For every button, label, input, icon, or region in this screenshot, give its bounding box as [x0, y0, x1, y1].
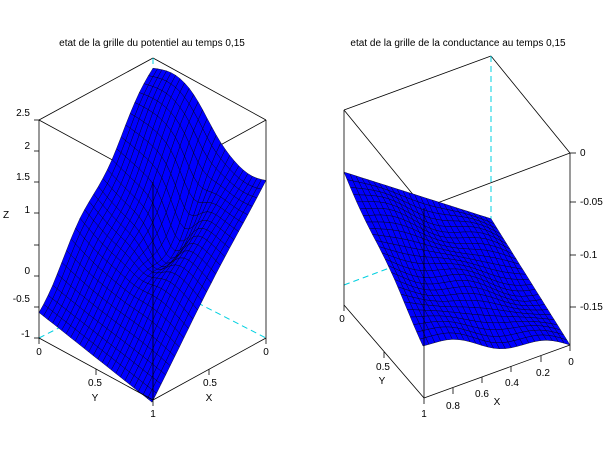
surface-mesh-potential: [38, 67, 267, 403]
surface-mesh-conductance: [343, 171, 571, 349]
z-tick-label: -0.15: [580, 302, 603, 313]
x-axis-label: X: [206, 393, 213, 404]
x-axis-potential: 0 0.5 X: [203, 338, 269, 404]
box-edge: [343, 304, 425, 399]
x-tick-label: 0: [568, 357, 574, 368]
box-front-edges: [343, 110, 571, 399]
x-tick-label: 0.2: [536, 368, 550, 379]
box-edge: [38, 57, 154, 121]
y-tick-label: 0: [339, 314, 345, 325]
x-tick-label: 0.5: [203, 378, 217, 389]
y-axis-label: Y: [379, 376, 386, 387]
x-axis-conductance: 0 0.2 0.4 0.6 0.8 X: [446, 345, 574, 412]
z-axis-label: Z: [3, 210, 9, 221]
surface-cell: [147, 389, 157, 403]
potential-surface-plot: etat de la grille du potentiel au temps …: [3, 38, 269, 420]
x-tick-label: 0: [263, 347, 269, 358]
y-tick-label: 1: [150, 409, 156, 420]
z-tick-label: 1: [24, 205, 30, 216]
z-tick-label: 1.5: [16, 172, 30, 183]
box-edge: [343, 109, 425, 209]
box-edge: [152, 57, 267, 121]
conductance-surface-plot: etat de la grille de la conductance au t…: [339, 38, 603, 420]
z-tick-label: -0.05: [580, 197, 603, 208]
z-tick-label: 0: [24, 266, 30, 277]
z-tick-label: -0.1: [580, 250, 598, 261]
y-tick-label: 0.5: [376, 362, 390, 373]
z-tick-label: 2: [24, 141, 30, 152]
z-tick-label: -1: [21, 329, 30, 340]
box-back-edges: [343, 55, 571, 209]
y-tick-label: 0: [36, 347, 42, 358]
z-axis-conductance: 0 -0.05 -0.1 -0.15: [570, 148, 603, 313]
y-tick-label: 1: [421, 409, 427, 420]
x-tick-label: 0.4: [505, 378, 519, 389]
y-tick-label: 0.5: [88, 378, 102, 389]
z-tick-label: -0.5: [13, 294, 31, 305]
box-edge: [152, 337, 267, 401]
x-tick-label: 0.8: [446, 401, 460, 412]
x-tick-label: 0.6: [475, 389, 489, 400]
z-axis-potential: 2.5 2 1.5 1 0 -0.5 -1 Z: [3, 108, 39, 340]
y-axis-conductance: 0 0.5 1 Y: [339, 305, 427, 420]
chart-title-potential: etat de la grille du potentiel au temps …: [59, 38, 245, 49]
y-axis-potential: 0 0.5 1 Y: [36, 338, 156, 420]
box-edge: [423, 344, 571, 399]
chart-title-conductance: etat de la grille de la conductance au t…: [350, 38, 566, 49]
box-edge: [423, 152, 571, 209]
z-tick-label: 2.5: [16, 108, 30, 119]
z-tick-label: 0: [580, 148, 586, 159]
box-edge: [343, 55, 492, 111]
x-axis-label: X: [494, 397, 501, 408]
y-axis-label: Y: [92, 393, 99, 404]
box-edge: [490, 55, 571, 154]
